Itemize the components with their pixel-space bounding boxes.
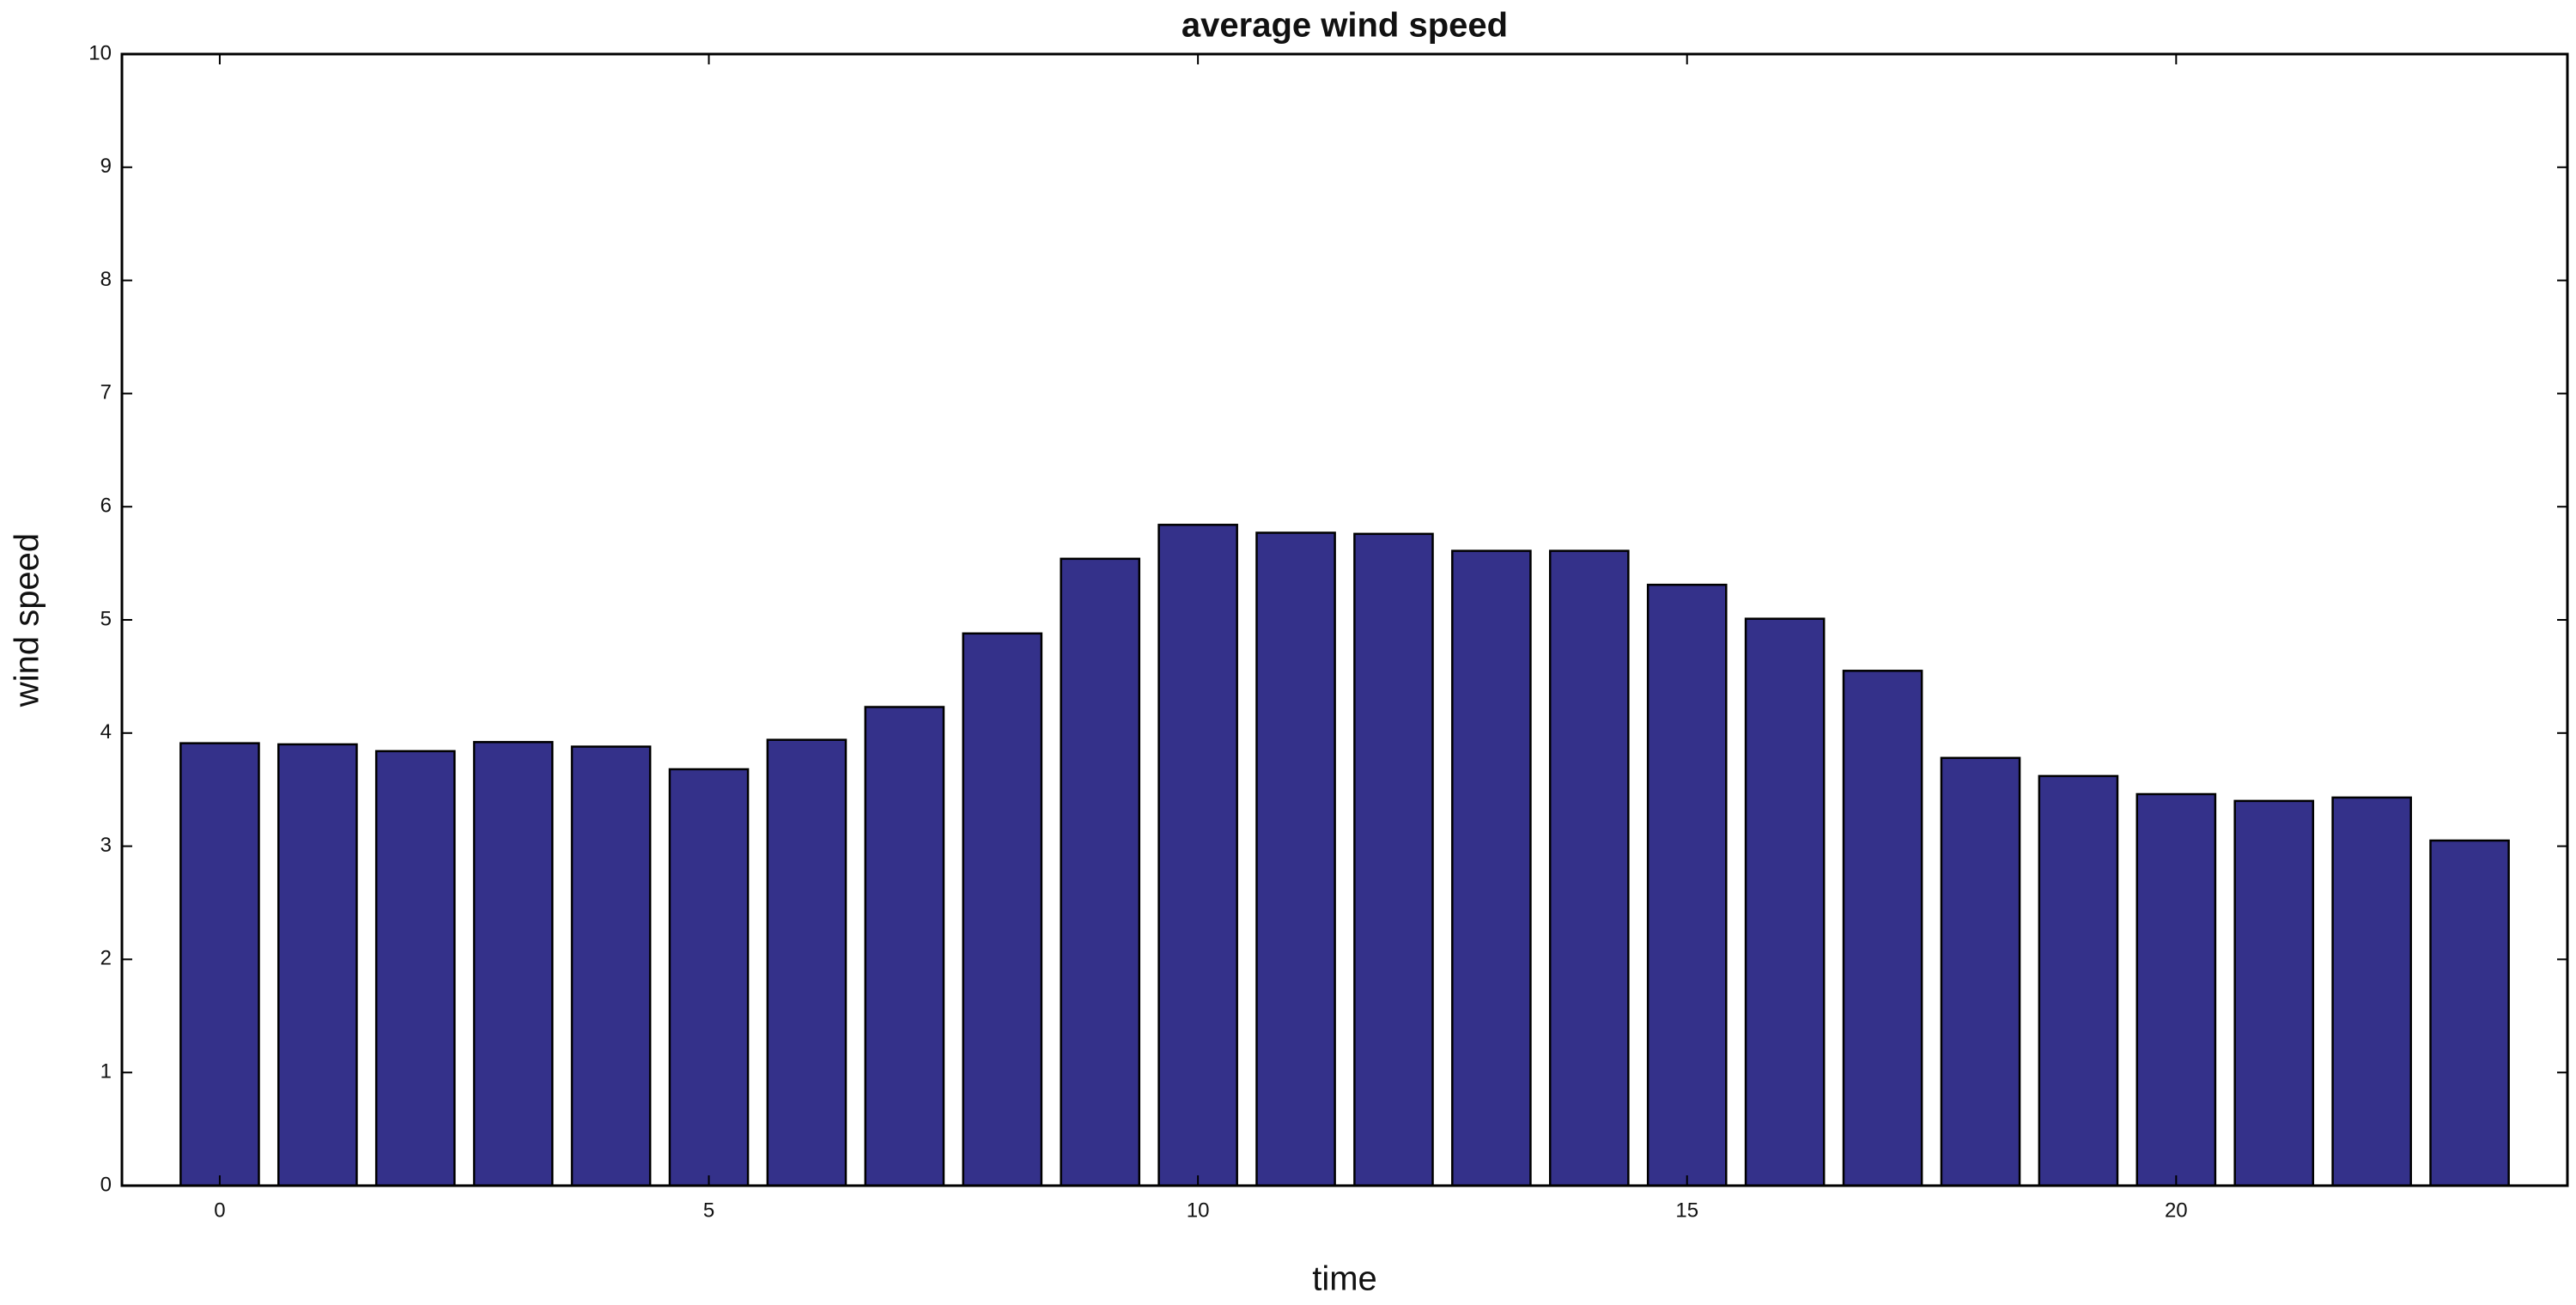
y-tick-label: 8 [100, 268, 112, 291]
bar [1842, 670, 1923, 1187]
x-tick-label: 0 [214, 1199, 225, 1222]
x-tick-label: 15 [1675, 1199, 1698, 1222]
bar [1255, 531, 1336, 1187]
y-tick-label: 9 [100, 155, 112, 178]
bar [472, 741, 554, 1187]
x-tick-label: 10 [1187, 1199, 1210, 1222]
y-tick-label: 0 [100, 1173, 112, 1196]
chart-title: average wind speed [1182, 7, 1508, 45]
x-tick-label: 5 [703, 1199, 714, 1222]
bar [962, 632, 1043, 1187]
y-tick-label: 10 [88, 41, 112, 64]
bar [2233, 799, 2315, 1187]
bar [1744, 617, 1826, 1187]
x-tick-label: 20 [2165, 1199, 2188, 1222]
y-tick-label: 7 [100, 381, 112, 404]
y-tick-label: 4 [100, 720, 112, 744]
bar [570, 745, 652, 1187]
y-tick-label: 6 [100, 495, 112, 518]
y-tick-label: 1 [100, 1060, 112, 1083]
bar [1157, 524, 1238, 1187]
bar [766, 738, 848, 1187]
y-tick-label: 5 [100, 607, 112, 630]
bar [179, 742, 260, 1187]
bar [1646, 583, 1728, 1187]
bar [2136, 792, 2217, 1187]
bar [2038, 774, 2119, 1187]
bar [1451, 549, 1532, 1187]
bar [374, 750, 456, 1187]
bar [864, 706, 945, 1187]
bar [2429, 839, 2510, 1187]
bar [1060, 557, 1141, 1187]
plot-frame [120, 52, 2569, 1187]
y-tick-label: 3 [100, 834, 112, 857]
bar [1940, 756, 2021, 1187]
bar [1548, 549, 1630, 1187]
bar [277, 743, 358, 1187]
x-axis-label: time [1312, 1260, 1377, 1298]
bar [2331, 796, 2412, 1187]
bar [1353, 532, 1434, 1187]
bar [668, 768, 750, 1187]
y-axis-label: wind speed [9, 533, 46, 707]
y-tick-label: 2 [100, 947, 112, 970]
